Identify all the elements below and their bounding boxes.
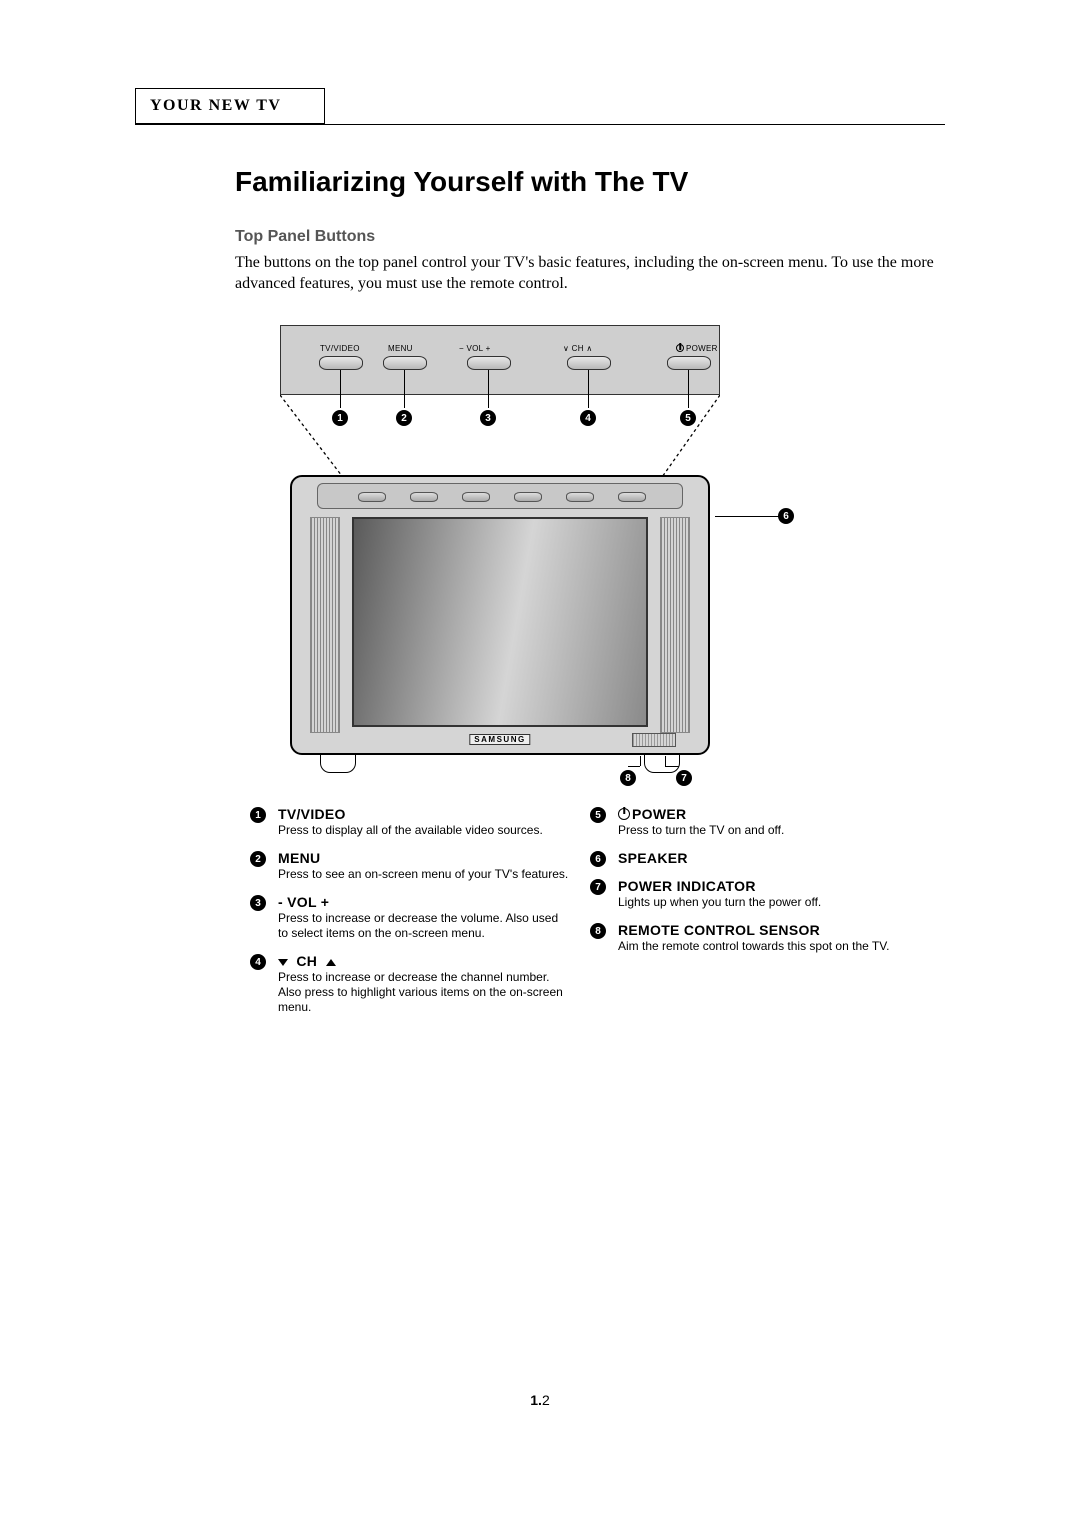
leader-8h xyxy=(628,766,640,767)
leader-7h xyxy=(665,766,679,767)
tv-foot-left xyxy=(320,755,356,773)
desc-item-title: TV/VIDEO xyxy=(278,806,570,822)
desc-right-column: 5 POWER Press to turn the TV on and off.… xyxy=(590,806,910,1027)
desc-item-2: 2 MENU Press to see an on-screen menu of… xyxy=(250,850,570,882)
desc-item-body: Press to increase or decrease the volume… xyxy=(278,911,570,941)
tv-body: SAMSUNG xyxy=(290,475,710,755)
bullet-8: 8 xyxy=(620,770,636,786)
panel-button-1 xyxy=(319,356,363,370)
bullet-7: 7 xyxy=(676,770,692,786)
panel-label-power: POWER xyxy=(676,344,718,353)
chevron-down-icon xyxy=(278,959,288,966)
tv-diagram: TV/VIDEO MENU − VOL + ∨ CH ∧ POWER 1 2 3… xyxy=(250,310,770,790)
panel-button-4 xyxy=(567,356,611,370)
desc-item-title: POWER INDICATOR xyxy=(618,878,910,894)
desc-item-body: Press to display all of the available vi… xyxy=(278,823,570,838)
desc-item-6: 6 SPEAKER xyxy=(590,850,910,866)
desc-item-title: MENU xyxy=(278,850,570,866)
desc-item-7: 7 POWER INDICATOR Lights up when you tur… xyxy=(590,878,910,910)
bullet-6: 6 xyxy=(778,508,794,524)
tv-top-btn xyxy=(514,492,542,502)
chevron-up-icon xyxy=(326,959,336,966)
desc-item-body: Aim the remote control towards this spot… xyxy=(618,939,910,954)
intro-paragraph: The buttons on the top panel control you… xyxy=(235,253,935,295)
bullet-num-icon: 4 xyxy=(250,954,266,970)
page-number: 1.2 xyxy=(530,1392,549,1408)
panel-button-3 xyxy=(467,356,511,370)
desc-item-title: REMOTE CONTROL SENSOR xyxy=(618,922,910,938)
tv-foot-right xyxy=(644,755,680,773)
desc-item-body: Press to turn the TV on and off. xyxy=(618,823,910,838)
subsection-title: Top Panel Buttons xyxy=(235,228,375,246)
desc-item-title: CH xyxy=(278,953,570,969)
desc-item-3: 3 - VOL + Press to increase or decrease … xyxy=(250,894,570,941)
desc-item-8: 8 REMOTE CONTROL SENSOR Aim the remote c… xyxy=(590,922,910,954)
desc-item-5: 5 POWER Press to turn the TV on and off. xyxy=(590,806,910,838)
zoom-outline xyxy=(280,395,720,485)
panel-label-vol: − VOL + xyxy=(459,344,491,353)
bullet-num-icon: 2 xyxy=(250,851,266,867)
tv-brand-badge: SAMSUNG xyxy=(469,734,530,745)
page-title: Familiarizing Yourself with The TV xyxy=(235,166,688,198)
bullet-num-icon: 3 xyxy=(250,895,266,911)
tv-speaker-right xyxy=(660,517,690,733)
power-icon xyxy=(676,344,684,352)
tv-screen xyxy=(352,517,648,727)
tv-top-btn xyxy=(462,492,490,502)
panel-label-menu: MENU xyxy=(388,344,413,353)
desc-item-4: 4 CH Press to increase or decrease the c… xyxy=(250,953,570,1015)
desc-item-title: SPEAKER xyxy=(618,850,910,866)
leader-8 xyxy=(640,756,641,766)
bullet-num-icon: 1 xyxy=(250,807,266,823)
tv-top-btn xyxy=(410,492,438,502)
header-rule xyxy=(135,124,945,125)
desc-item-title: - VOL + xyxy=(278,894,570,910)
panel-button-5 xyxy=(667,356,711,370)
section-header: YOUR NEW TV xyxy=(150,97,281,115)
desc-item-body: Press to increase or decrease the channe… xyxy=(278,970,570,1015)
panel-label-tvvideo: TV/VIDEO xyxy=(320,344,360,353)
panel-strip: TV/VIDEO MENU − VOL + ∨ CH ∧ POWER xyxy=(280,325,720,395)
callout-6-line xyxy=(715,516,783,517)
bullet-num-icon: 8 xyxy=(590,923,606,939)
desc-left-column: 1 TV/VIDEO Press to display all of the a… xyxy=(250,806,570,1027)
tv-top-btn xyxy=(618,492,646,502)
desc-item-body: Lights up when you turn the power off. xyxy=(618,895,910,910)
section-header-box: YOUR NEW TV xyxy=(135,88,325,124)
tv-top-btn xyxy=(358,492,386,502)
tv-sensor-grille xyxy=(632,733,676,747)
bullet-num-icon: 7 xyxy=(590,879,606,895)
description-list: 1 TV/VIDEO Press to display all of the a… xyxy=(250,806,910,1027)
bullet-num-icon: 6 xyxy=(590,851,606,867)
power-icon xyxy=(618,808,630,820)
tv-top-btn xyxy=(566,492,594,502)
desc-item-title: POWER xyxy=(618,806,910,822)
desc-item-1: 1 TV/VIDEO Press to display all of the a… xyxy=(250,806,570,838)
tv-frame: SAMSUNG xyxy=(290,475,710,755)
bullet-num-icon: 5 xyxy=(590,807,606,823)
desc-item-body: Press to see an on-screen menu of your T… xyxy=(278,867,570,882)
tv-top-strip xyxy=(317,483,683,509)
panel-button-2 xyxy=(383,356,427,370)
leader-7 xyxy=(665,756,666,766)
panel-label-ch: ∨ CH ∧ xyxy=(563,344,593,353)
tv-speaker-left xyxy=(310,517,340,733)
